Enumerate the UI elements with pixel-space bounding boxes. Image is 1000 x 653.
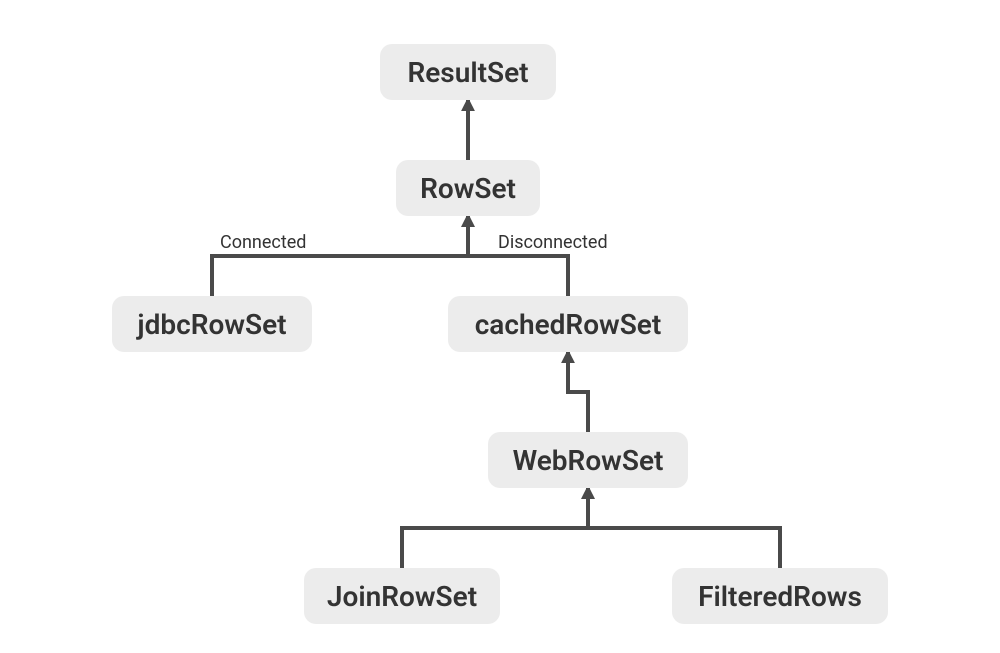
- edge-webrowset-to-cachedrowset: [568, 352, 588, 432]
- diagram-canvas: ResultSet RowSet jdbcRowSet cachedRowSet Web…: [0, 0, 1000, 653]
- node-label: RowSet: [420, 172, 516, 205]
- node-rowset: RowSet: [396, 160, 540, 216]
- node-label: cachedRowSet: [475, 308, 662, 341]
- edge-label-disconnected: Disconnected: [498, 232, 608, 253]
- node-joinrowset: JoinRowSet: [304, 568, 500, 624]
- node-label: jdbcRowSet: [137, 308, 286, 341]
- node-webrowset: WebRowSet: [488, 432, 688, 488]
- node-jdbcrowset: jdbcRowSet: [112, 296, 312, 352]
- edge-label-connected: Connected: [220, 232, 306, 253]
- node-label: JoinRowSet: [327, 580, 477, 613]
- node-label: FilteredRows: [698, 580, 862, 613]
- node-label: ResultSet: [407, 56, 528, 89]
- node-cachedrowset: cachedRowSet: [448, 296, 688, 352]
- node-filteredrows: FilteredRows: [672, 568, 888, 624]
- edge-joinrowset-to-webrowset: [402, 488, 588, 568]
- node-resultset: ResultSet: [380, 44, 556, 100]
- edge-filteredrows-to-webrowset: [588, 488, 780, 568]
- edge-jdbcrowset-to-rowset: [212, 216, 468, 296]
- node-label: WebRowSet: [513, 444, 664, 477]
- edge-cachedrowset-to-rowset: [468, 216, 568, 296]
